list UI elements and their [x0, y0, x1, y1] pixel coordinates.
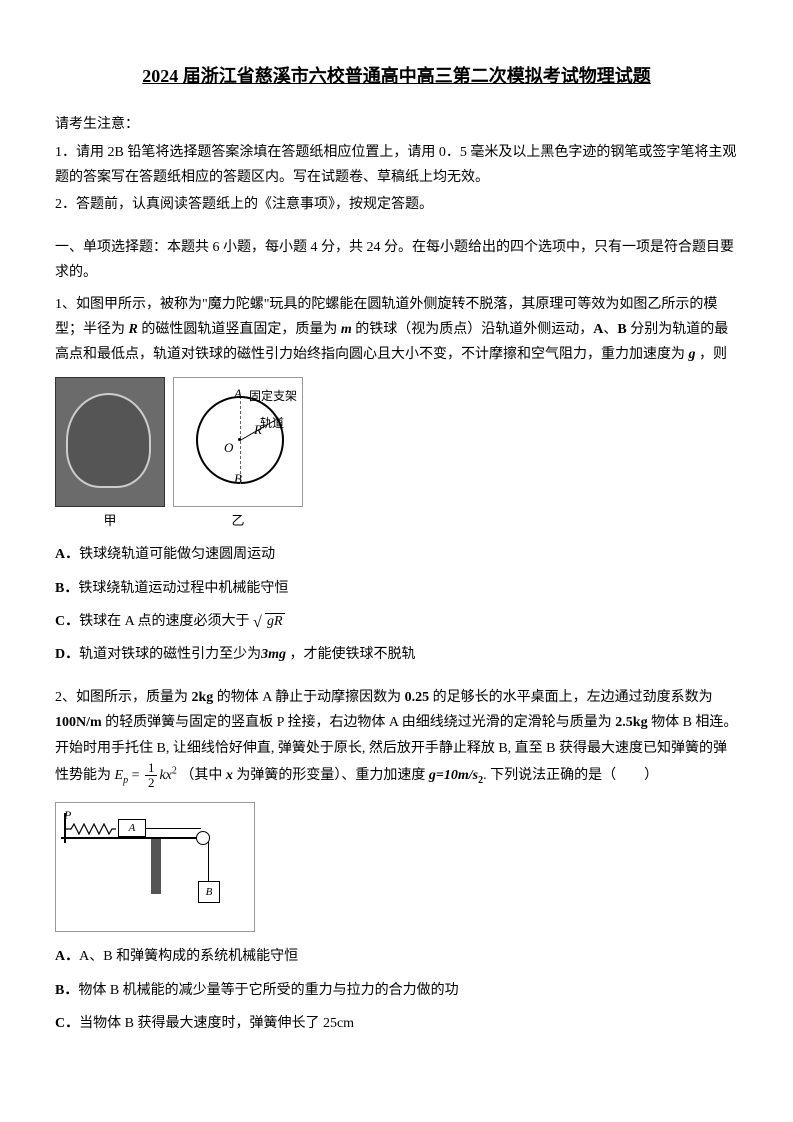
q2-25kg: 2.5kg [615, 715, 647, 730]
q2-ep-sub: p [123, 775, 128, 786]
q2-figure: P A B [55, 802, 255, 932]
q2-2kg: 2kg [192, 690, 214, 705]
opt-label-c: C． [55, 614, 79, 629]
q2-option-a: A．A、B 和弹簧构成的系统机械能守恒 [55, 944, 738, 969]
q2-option-b: B．物体 B 机械能的减少量等于它所受的重力与拉力的合力做的功 [55, 978, 738, 1003]
q1-opt-c-prefix: 铁球在 A 点的速度必须大于 [79, 614, 249, 629]
q1-var-g: g [689, 347, 696, 362]
q1-opt-d-prefix: 轨道对铁球的磁性引力至少为 [79, 647, 261, 662]
q1-opt-d-formula: 3mg [261, 647, 286, 662]
q1-label-a: A [234, 382, 242, 405]
q1-var-m: m [341, 322, 352, 337]
q2-100: 100N/m [55, 715, 102, 730]
q2-frac-num: 1 [145, 761, 158, 776]
q2-fig-block-b: B [198, 881, 220, 903]
q1-label-b: B [234, 467, 242, 490]
spring-icon [66, 823, 116, 835]
q2-option-c: C．当物体 B 获得最大速度时，弹簧伸长了 25cm [55, 1011, 738, 1036]
notice-header: 请考生注意： [55, 112, 738, 137]
q1-var-r: R [129, 322, 138, 337]
q1-t4: 、 [603, 322, 617, 337]
opt-label-b2: B． [55, 983, 78, 998]
q2-g: g=10m/s [429, 768, 478, 783]
q2-025: 0.25 [405, 690, 430, 705]
q1-fig-left: 甲 [55, 377, 165, 532]
q2-opt-a-text: A、B 和弹簧构成的系统机械能守恒 [79, 949, 298, 964]
q2-frac-den: 2 [145, 776, 158, 790]
section1-header: 一、单项选择题：本题共 6 小题，每小题 4 分，共 24 分。在每小题给出的四… [55, 235, 738, 285]
q1-fig-left-caption: 甲 [103, 509, 116, 532]
opt-label-a: A． [55, 547, 79, 562]
q2-t2: 的物体 A 静止于动摩擦因数为 [213, 690, 404, 705]
opt-label-b: B． [55, 581, 78, 596]
q1-figure: 甲 固定支架 轨道 A B O R 乙 [55, 377, 738, 532]
exam-title: 2024 届浙江省慈溪市六校普通高中高三第二次模拟考试物理试题 [55, 60, 738, 92]
q1-label-o: O [224, 436, 233, 459]
q2-t6: （其中 [180, 768, 226, 783]
q1-t2: 的磁性圆轨道竖直固定，质量为 [138, 322, 341, 337]
q2-t7: 为弹簧的形变量）、重力加速度 [233, 768, 429, 783]
q1-fig-right-caption: 乙 [231, 509, 244, 532]
q1-fig-left-img [55, 377, 165, 507]
q1-var-a: A [593, 322, 603, 337]
q1-fig-right: 固定支架 轨道 A B O R 乙 [173, 377, 303, 532]
q2-opt-b-text: 物体 B 机械能的减少量等于它所受的重力与拉力的合力做的功 [78, 983, 458, 998]
q2-ep: E [115, 768, 124, 783]
q2-t3: 的足够长的水平桌面上，左边通过劲度系数为 [429, 690, 713, 705]
q2-t8: . 下列说法正确的是（ ） [483, 768, 658, 783]
q1-option-a: A．铁球绕轨道可能做匀速圆周运动 [55, 542, 738, 567]
q2-fig-block-a: A [118, 819, 146, 837]
q1-opt-b-text: 铁球绕轨道运动过程中机械能守恒 [78, 581, 288, 596]
q2-t4: 的轻质弹簧与固定的竖直板 P 拴接，右边物体 A 由细线绕过光滑的定滑轮与质量为 [102, 715, 616, 730]
q1-t3: 的铁球（视为质点）沿轨道外侧运动， [352, 322, 594, 337]
q1-label-r: R [254, 418, 262, 441]
q2-opt-c-text: 当物体 B 获得最大速度时，弹簧伸长了 25cm [79, 1016, 354, 1031]
q1-opt-c-sqrt-content: gR [265, 613, 285, 629]
q1-var-b: B [617, 322, 626, 337]
opt-label-a2: A． [55, 949, 79, 964]
q1-opt-a-text: 铁球绕轨道可能做匀速圆周运动 [79, 547, 275, 562]
q2-text: 2、如图所示，质量为 2kg 的物体 A 静止于动摩擦因数为 0.25 的足够长… [55, 685, 738, 790]
q1-option-d: D．轨道对铁球的磁性引力至少为3mg ，才能使铁球不脱轨 [55, 642, 738, 667]
q1-text: 1、如图甲所示，被称为"魔力陀螺"玩具的陀螺能在圆轨道外侧旋转不脱落，其原理可等… [55, 292, 738, 368]
notice-line-1: 1．请用 2B 铅笔将选择题答案涂填在答题纸相应位置上，请用 0．5 毫米及以上… [55, 140, 738, 190]
q2-kx: kx [159, 768, 171, 783]
q2-frac: 12 [145, 761, 158, 791]
opt-label-d: D． [55, 647, 79, 662]
q1-opt-d-suffix: ，才能使铁球不脱轨 [286, 647, 416, 662]
q2-kx-sup: 2 [172, 765, 177, 776]
opt-label-c2: C． [55, 1016, 79, 1031]
q1-option-b: B．铁球绕轨道运动过程中机械能守恒 [55, 576, 738, 601]
q1-opt-c-sqrt: gR [253, 609, 285, 634]
q1-fig-right-img: 固定支架 轨道 A B O R [173, 377, 303, 507]
q2-var-x: x [226, 768, 233, 783]
q1-t6: ，则 [696, 347, 728, 362]
q1-option-c: C．铁球在 A 点的速度必须大于 gR [55, 609, 738, 634]
q2-t1: 2、如图所示，质量为 [55, 690, 192, 705]
notice-line-2: 2．答题前，认真阅读答题纸上的《注意事项》，按规定答题。 [55, 192, 738, 217]
